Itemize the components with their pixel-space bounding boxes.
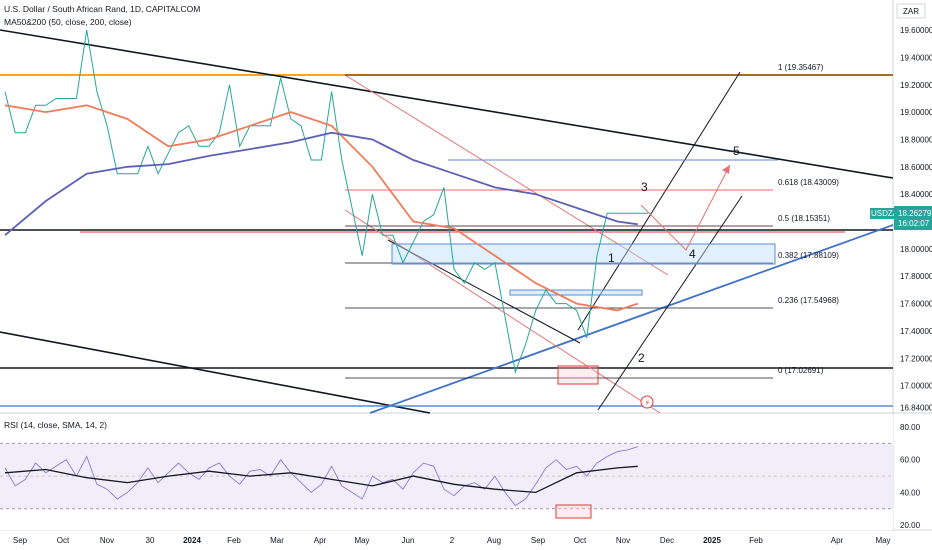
time-tick-label: Apr [314,536,327,545]
wave-label-2: 2 [638,351,645,365]
alert-icon[interactable] [640,395,654,409]
lower-descending-trendline[interactable] [0,331,431,414]
currency-box[interactable] [896,3,926,19]
time-tick-label: Sep [531,536,546,545]
rsi-tick-label: 20.00 [900,521,921,530]
time-tick-label: Apr [831,536,844,545]
projection-path[interactable] [640,164,731,251]
alert-icon-glyph: ⚡ [645,399,651,408]
price-tick-label: 19.20000 [900,81,932,90]
projection-arrowhead [722,165,730,174]
wave-label-1: 1 [608,251,615,265]
price-tick-label: 17.20000 [900,354,932,363]
rsi-series-rsi-based-ma[interactable] [4,465,638,494]
price-tick-label: 16.84000 [900,404,932,413]
price-tick-label: 19.40000 [900,53,932,62]
rising-channel-lower[interactable] [597,195,743,411]
price-tag-price-box [894,206,932,230]
wave-label-5: 5 [733,144,740,158]
ma-indicator-label: MA50&200 (50, close, 200, close) [4,17,132,27]
drawings[interactable]: ⚡ [0,29,894,519]
time-tick-label: Feb [227,536,241,545]
fib-label-0236: 0.236 (17.54968) [778,296,839,305]
chart-title: U.S. Dollar / South African Rand, 1D, CA… [4,4,200,14]
price-tick-label: 17.80000 [900,272,932,281]
price-tick-label: 17.60000 [900,300,932,309]
descending-trendline[interactable] [0,29,894,179]
time-tick-label: May [875,536,890,545]
fib-label-0: 0 (17.02691) [778,366,824,375]
ascending-trendline[interactable] [369,224,894,414]
price-tick-label: 17.40000 [900,327,932,336]
price-tag-price: 18.26279 [898,209,932,218]
price-tick-label: 17.00000 [900,382,932,391]
wave-labels: 1 2 3 4 5 [608,144,740,365]
small-zone[interactable] [509,289,643,296]
time-tick-label: Jun [402,536,415,545]
time-tick-label: Sep [13,536,28,545]
rsi-tick-label: 40.00 [900,488,921,497]
time-tick-label: Mar [270,536,284,545]
low-highlight-box[interactable] [557,365,599,385]
time-tick-label: 2025 [703,536,721,545]
fib-label-05: 0.5 (18.15351) [778,214,830,223]
series-layer [4,30,648,507]
black-wedge-line[interactable] [387,239,581,344]
time-tick-label: May [354,536,369,545]
rsi-axis[interactable]: 20.00 40.00 60.00 80.00 [900,423,921,530]
fib-label-0618: 0.618 (18.43009) [778,178,839,187]
fib-labels: 1 (19.35467) 0.618 (18.43009) 0.5 (18.15… [778,63,839,375]
fib-label-0382: 0.382 (17.88109) [778,251,839,260]
wave-label-4: 4 [689,247,696,261]
fib-label-1: 1 (19.35467) [778,63,824,72]
time-tick-label: 30 [146,536,155,545]
price-tick-label: 18.60000 [900,163,932,172]
price-tag-countdown: 16:02:07 [898,219,930,228]
price-tick-label: 18.00000 [900,245,932,254]
time-tick-label: Dec [660,536,674,545]
demand-zone[interactable] [391,243,776,265]
series-ma50[interactable] [4,104,639,312]
wave-label-3: 3 [641,180,648,194]
series-price[interactable] [4,30,648,374]
time-tick-label: 2 [450,536,455,545]
time-tick-label: Oct [574,536,587,545]
time-tick-label: Nov [100,536,114,545]
price-tick-label: 18.40000 [900,190,932,199]
price-tick-label: 18.80000 [900,136,932,145]
time-tick-label: Feb [749,536,763,545]
price-tag-symbol-box [870,208,894,219]
price-tick-label: 19.60000 [900,26,932,35]
rsi-highlight-box[interactable] [555,504,592,519]
price-tick-label: 19.00000 [900,108,932,117]
time-tick-label: Oct [57,536,70,545]
series-ma200[interactable] [4,131,638,236]
rsi-series-rsi[interactable] [4,446,638,507]
red-channel-upper[interactable] [344,74,669,276]
rsi-tick-label: 60.00 [900,456,921,465]
rsi-indicator-label: RSI (14, close, SMA, 14, 2) [4,420,107,430]
rising-channel-upper[interactable] [577,71,741,331]
currency-label: ZAR [903,7,919,16]
price-tag-symbol: USDZAR [871,209,904,218]
time-axis[interactable]: Sep Oct Nov 30 2024 Feb Mar Apr May Jun 2 Aug Sep Oct… [13,536,891,545]
rsi-tick-label: 80.00 [900,423,921,432]
time-tick-label: Aug [487,536,501,545]
price-tag: USDZAR 18.26279 16:02:07 [870,206,932,230]
time-tick-label: Nov [616,536,630,545]
time-tick-label: 2024 [183,536,201,545]
